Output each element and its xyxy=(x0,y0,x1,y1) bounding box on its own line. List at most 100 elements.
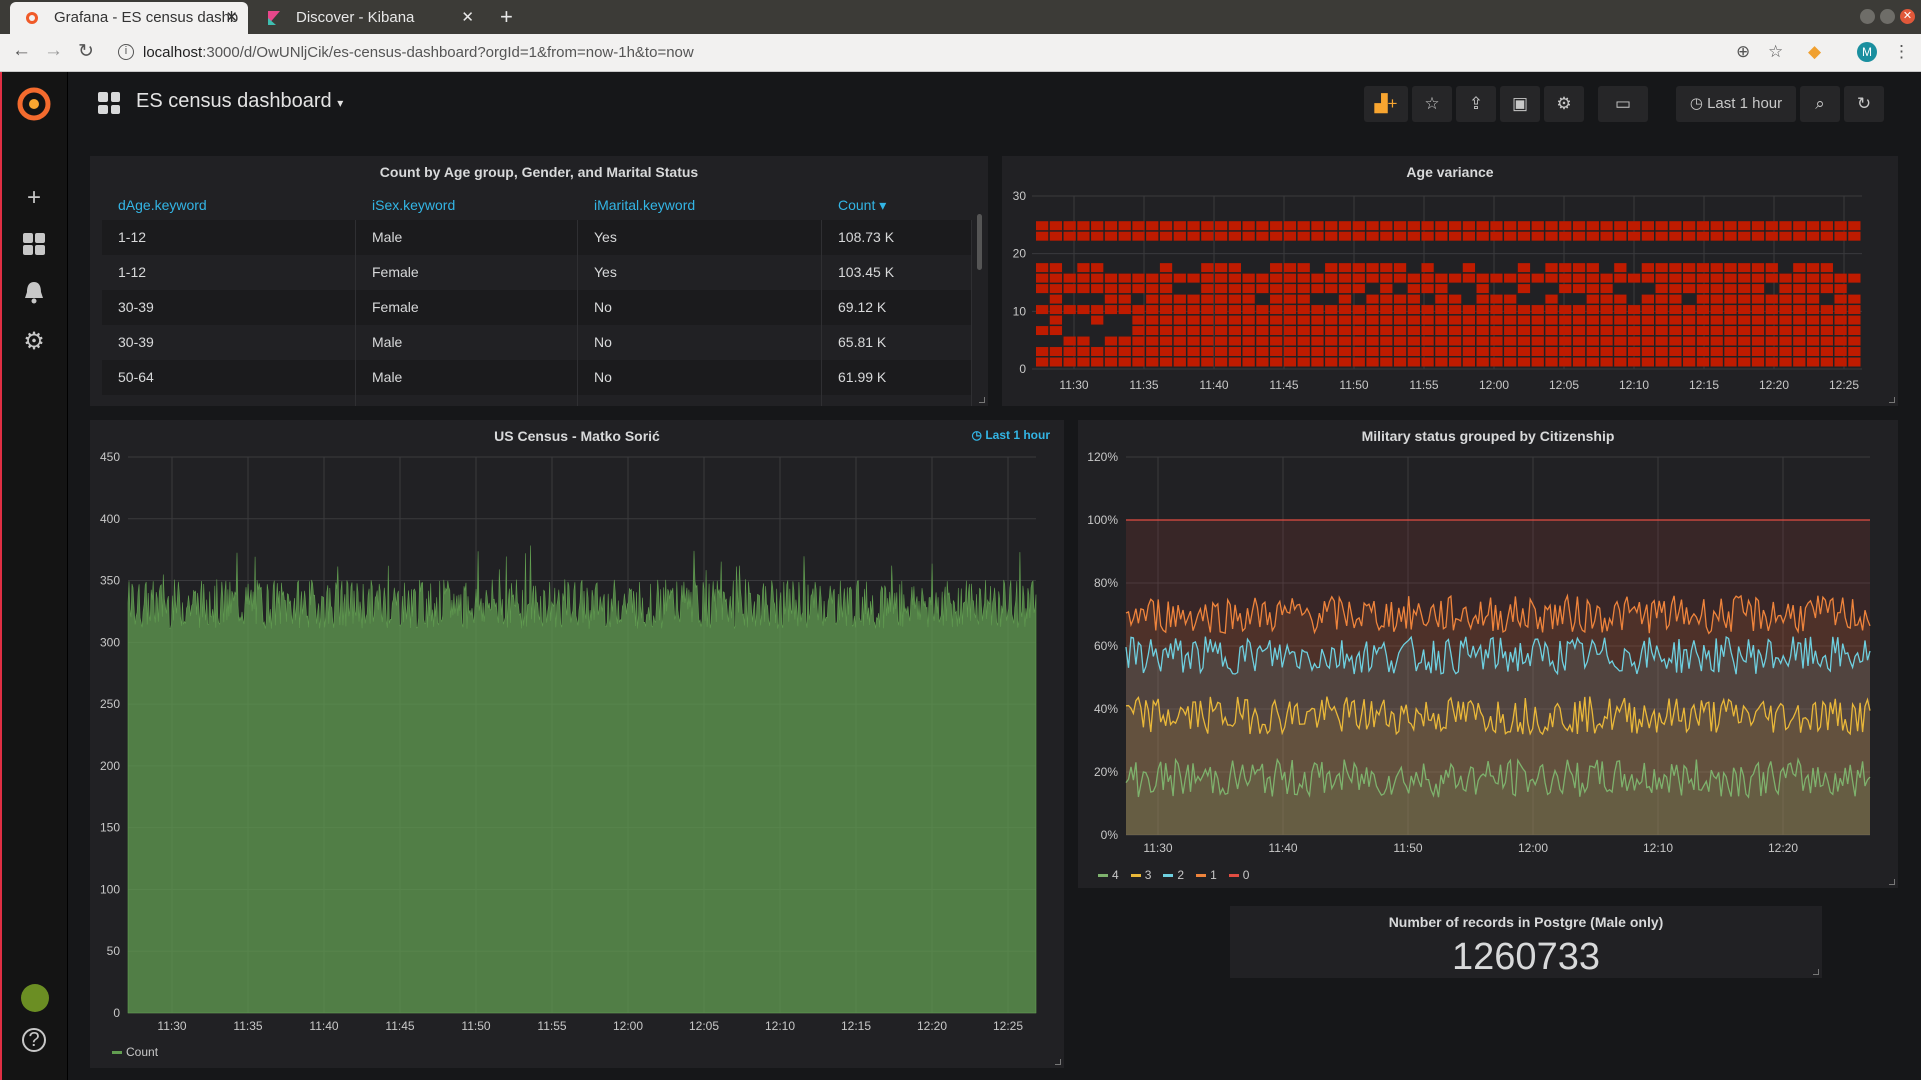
heatmap-x-tick: 11:35 xyxy=(1129,378,1158,392)
add-panel-button[interactable]: ▟+ xyxy=(1364,86,1408,122)
table-scrollbar[interactable] xyxy=(977,214,982,270)
settings-gear-icon[interactable]: ⚙ xyxy=(1544,86,1584,122)
heatmap-cell xyxy=(1517,305,1531,315)
heatmap-cell xyxy=(1187,347,1200,357)
heatmap-cell xyxy=(1724,273,1737,283)
column-header-age[interactable]: dAge.keyword xyxy=(118,197,207,213)
heatmap-cell xyxy=(1435,336,1448,346)
heatmap-cell xyxy=(1751,284,1765,294)
url-field[interactable]: localhost:3000/d/OwUNljCik/es-census-das… xyxy=(143,44,694,61)
bookmark-star-icon[interactable]: ☆ xyxy=(1768,42,1784,61)
heatmap-cell xyxy=(1435,221,1448,231)
maximize-icon[interactable] xyxy=(1880,9,1895,24)
info-icon[interactable]: i xyxy=(118,44,134,60)
refresh-icon[interactable]: ↻ xyxy=(1844,86,1884,122)
back-icon[interactable]: ← xyxy=(12,40,31,61)
user-avatar[interactable] xyxy=(21,984,49,1012)
heatmap-cell xyxy=(1614,305,1627,315)
table-row[interactable]: 30-39 Female No 69.12 K xyxy=(102,290,972,325)
heatmap-cell xyxy=(1214,326,1228,336)
heatmap-x-tick: 11:45 xyxy=(1269,378,1298,392)
table-row[interactable]: 50-64 Male No 61.99 K xyxy=(102,360,972,395)
alerting-bell-icon[interactable] xyxy=(20,280,48,308)
heatmap-cell xyxy=(1820,273,1833,283)
heatmap-cell xyxy=(1146,326,1159,336)
heatmap-cell xyxy=(1641,221,1654,231)
panel-resize-handle[interactable] xyxy=(1813,969,1819,975)
dashboards-icon[interactable] xyxy=(20,232,48,260)
panel-title[interactable]: Count by Age group, Gender, and Marital … xyxy=(379,164,699,180)
heatmap-cell xyxy=(1297,273,1310,283)
heatmap-cell xyxy=(1366,347,1379,357)
panel-resize-handle[interactable] xyxy=(1055,1059,1061,1065)
table-row[interactable]: 30-39 Male No 65.81 K xyxy=(102,325,972,360)
close-icon[interactable]: ✕ xyxy=(225,9,238,26)
heatmap-cell xyxy=(1077,221,1090,231)
tab-grafana[interactable]: Grafana - ES census dashb ✕ xyxy=(10,2,248,34)
heatmap-cell xyxy=(1187,326,1200,336)
heatmap-cell xyxy=(1049,315,1063,325)
column-header-marital[interactable]: iMarital.keyword xyxy=(594,197,696,213)
legend-item[interactable]: 1 xyxy=(1196,868,1217,882)
extension-icon[interactable]: ◆ xyxy=(1808,42,1822,61)
legend-item[interactable]: 2 xyxy=(1163,868,1184,882)
panel-title[interactable]: US Census - Matko Sorić xyxy=(494,428,660,444)
heatmap-cell xyxy=(1655,305,1668,315)
heatmap-axes: 0 10 20 30 11:30 11:35 11:40 11:45 11:50 11:55 12:… xyxy=(1013,189,1860,392)
share-icon[interactable]: ⇪ xyxy=(1456,86,1496,122)
new-tab-button[interactable]: + xyxy=(500,4,513,29)
heatmap-cell xyxy=(1738,273,1751,283)
heatmap-cell xyxy=(1834,294,1847,304)
heatmap-cell xyxy=(1077,263,1090,273)
military-stacked-chart[interactable]: 0% 20% 40% 60% 80% 100% 120% 11:30 11:40 11:50 12:… xyxy=(1078,420,1898,860)
heatmap-cell xyxy=(1449,336,1462,346)
menu-dots-icon[interactable]: ⋮ xyxy=(1893,42,1910,61)
panel-resize-handle[interactable] xyxy=(1889,879,1895,885)
panel-resize-handle[interactable] xyxy=(979,397,985,403)
configuration-gear-icon[interactable]: ⚙ xyxy=(23,328,45,355)
heatmap-cell xyxy=(1407,273,1420,283)
close-icon[interactable]: ✕ xyxy=(461,9,474,26)
heatmap-cell xyxy=(1655,294,1668,304)
grafana-logo-icon[interactable] xyxy=(16,86,52,122)
panel-title[interactable]: Age variance xyxy=(1406,164,1494,180)
create-plus-icon[interactable]: + xyxy=(26,184,41,211)
column-header-sex[interactable]: iSex.keyword xyxy=(372,197,456,213)
legend-item[interactable]: 0 xyxy=(1228,868,1249,882)
minimize-icon[interactable] xyxy=(1860,9,1875,24)
column-header-count[interactable]: Count ▾ xyxy=(822,190,972,220)
table-row[interactable]: 1-12 Female Yes 103.45 K xyxy=(102,255,972,290)
time-picker-button[interactable]: ◷ Last 1 hour xyxy=(1676,86,1796,122)
cell-age: 1-12 xyxy=(102,255,356,290)
heatmap-cell xyxy=(1104,221,1118,231)
star-dashboard-icon[interactable]: ☆ xyxy=(1412,86,1452,122)
zoom-out-icon[interactable]: ⌕ xyxy=(1800,86,1840,122)
legend-item[interactable]: Count xyxy=(112,1045,158,1059)
heatmap-cell xyxy=(1146,347,1159,357)
reload-icon[interactable]: ↻ xyxy=(78,41,94,62)
heatmap-cell xyxy=(1311,315,1324,325)
save-icon[interactable]: ▣ xyxy=(1500,86,1540,122)
panel-title[interactable]: Number of records in Postgre (Male only) xyxy=(1388,914,1664,930)
legend-item[interactable]: 3 xyxy=(1130,868,1151,882)
dashboard-title[interactable]: ES census dashboard ▾ xyxy=(136,90,343,113)
heatmap-cell xyxy=(1614,315,1627,325)
panel-resize-handle[interactable] xyxy=(1889,397,1895,403)
window-close-icon[interactable]: ✕ xyxy=(1900,9,1915,24)
legend-item[interactable]: 4 xyxy=(1098,868,1119,882)
tv-mode-icon[interactable]: ▭ xyxy=(1598,86,1648,122)
table-row[interactable]: 1-12 Male Yes 108.73 K xyxy=(102,220,972,255)
heatmap-cell xyxy=(1159,336,1173,346)
heatmap-cell xyxy=(1297,231,1310,241)
profile-avatar[interactable]: M xyxy=(1857,42,1877,62)
zoom-icon[interactable]: ⊕ xyxy=(1736,42,1751,61)
census-area-chart[interactable]: 0 50 100 150 200 250 300 350 400 450 11:30 11:35 11:… xyxy=(90,420,1064,1040)
tab-kibana[interactable]: Discover - Kibana ✕ xyxy=(252,2,484,34)
forward-icon[interactable]: → xyxy=(44,40,63,61)
table-row[interactable]: 13-19MaleNo58.15 K xyxy=(102,395,972,406)
heatmap-chart[interactable]: 0 10 20 30 11:30 11:35 11:40 11:45 11:50 11:55 12:… xyxy=(1002,156,1898,406)
panel-title[interactable]: Military status grouped by Citizenship xyxy=(1361,428,1615,444)
help-icon[interactable]: ? xyxy=(22,1028,46,1052)
heatmap-cell xyxy=(1132,326,1145,336)
heatmap-cell xyxy=(1504,326,1517,336)
